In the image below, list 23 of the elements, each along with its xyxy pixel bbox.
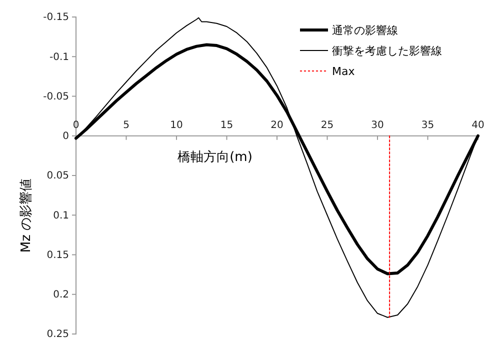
x-tick-label: 5 [123,120,130,131]
y-tick-label: 0 [62,131,69,142]
x-tick-label: 10 [170,120,183,131]
y-tick-label: 0.15 [46,250,69,261]
y-tick-label: 0.25 [46,329,69,340]
y-axis-title: Mz の影響値 [19,178,34,253]
x-tick-label: 20 [270,120,284,131]
x-tick-label: 35 [421,120,434,131]
x-axis-title: 橋軸方向(m) [178,148,252,165]
y-tick-label: 0.05 [46,170,69,182]
legend-label: 通常の影響線 [332,24,398,37]
x-tick-label: 25 [320,120,334,131]
y-tick-label: -0.05 [43,91,69,102]
legend-label: Max [332,65,356,78]
x-tick-label: 30 [371,120,384,131]
legend-label: 衝撃を考慮した影響線 [332,44,442,58]
y-tick-label: 0.2 [53,290,69,301]
y-tick-label: -0.15 [43,12,69,24]
y-tick-label: -0.1 [49,52,69,63]
y-tick-label: 0.1 [53,210,69,222]
x-tick-label: 40 [472,120,484,131]
x-tick-label: 15 [220,120,234,131]
x-tick-label: 0 [72,120,80,131]
